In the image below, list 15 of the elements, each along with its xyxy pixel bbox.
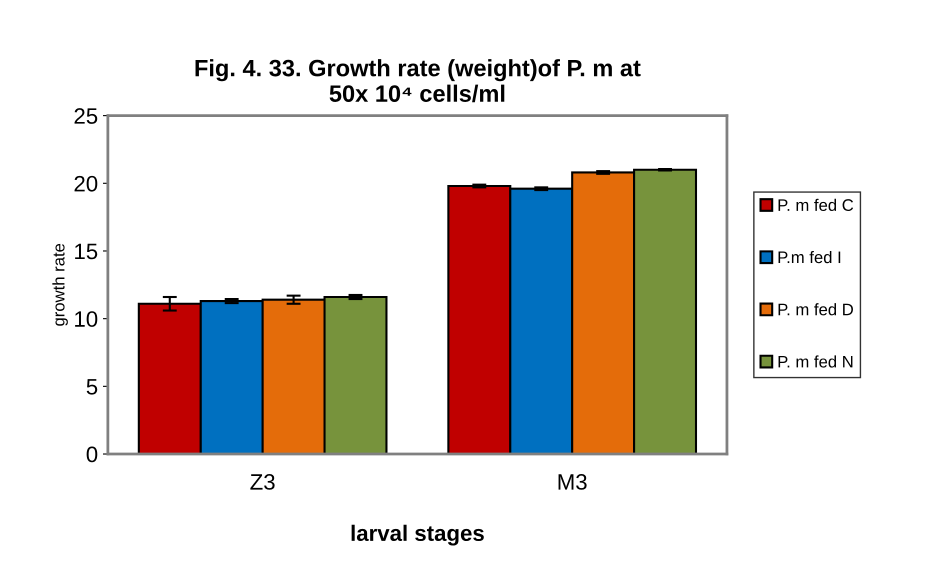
legend-label: P. m fed N bbox=[778, 355, 852, 368]
y-tick-label: 10 bbox=[75, 311, 98, 327]
legend-label: P. m fed D bbox=[778, 303, 853, 316]
legend-label: P.m fed I bbox=[778, 250, 840, 264]
y-tick-label: 5 bbox=[86, 379, 98, 395]
y-tick-label: 15 bbox=[75, 244, 98, 260]
y-tick-label: 25 bbox=[74, 108, 98, 124]
chart-title: Fig. 4. 33. Growth rate (weight)of P. m at 50x 10⁴ cells/ml bbox=[196, 59, 641, 102]
x-axis-title: larval stages bbox=[352, 524, 484, 546]
x-tick-label: M3 bbox=[558, 474, 587, 490]
y-axis-title: growth rate bbox=[52, 244, 68, 326]
legend-label: P. m fed C bbox=[778, 198, 854, 211]
y-tick-label: 20 bbox=[74, 176, 98, 192]
y-tick-label: 0 bbox=[86, 446, 98, 462]
x-tick-label: Z3 bbox=[250, 474, 275, 490]
